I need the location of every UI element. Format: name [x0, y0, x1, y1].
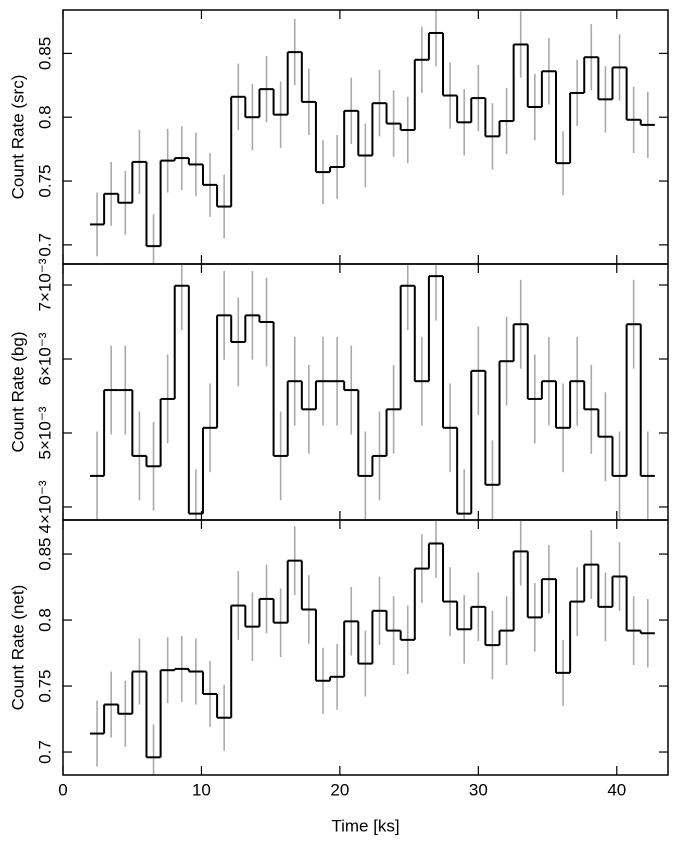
x-axis-label: Time [ks]: [331, 816, 399, 835]
x-tick-label: 0: [58, 780, 67, 799]
y-axis-label: Count Rate (src): [8, 75, 27, 200]
y-tick-label: 0.8: [35, 105, 54, 129]
y-tick-label: 0.75: [35, 669, 54, 702]
y-axis-label: Count Rate (net): [8, 585, 27, 711]
y-tick-label: 0.85: [35, 538, 54, 571]
x-tick-label: 10: [192, 780, 211, 799]
y-tick-label: 0.7: [35, 233, 54, 257]
y-tick-label: 0.85: [35, 37, 54, 70]
y-tick-label: 0.75: [35, 164, 54, 197]
x-tick-label: 40: [607, 780, 626, 799]
y-tick-label: 0.8: [35, 608, 54, 632]
x-tick-label: 30: [469, 780, 488, 799]
y-tick-label: 6×10⁻³: [35, 332, 54, 385]
panel-frame: [62, 519, 669, 776]
y-axis-label: Count Rate (bg): [8, 332, 27, 453]
y-tick-label: 4×10⁻³: [35, 480, 54, 533]
x-tick-label: 20: [330, 780, 349, 799]
y-tick-label: 0.7: [35, 740, 54, 764]
y-tick-label: 7×10⁻³: [35, 258, 54, 311]
y-tick-label: 5×10⁻³: [35, 406, 54, 459]
